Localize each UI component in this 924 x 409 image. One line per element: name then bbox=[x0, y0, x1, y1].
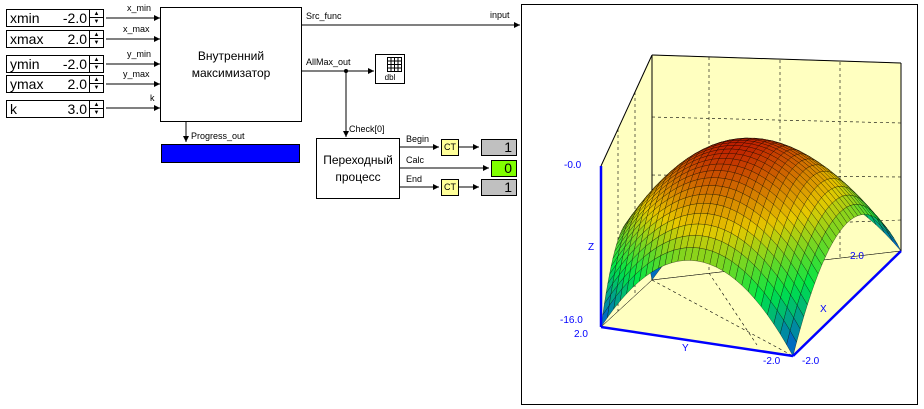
ymin-value[interactable]: -2.0 bbox=[62, 56, 87, 72]
x-near-label: -2.0 bbox=[802, 356, 820, 367]
input-label: input bbox=[490, 10, 510, 20]
spin-up-icon[interactable]: ▲ bbox=[90, 76, 103, 84]
end-port-label: End bbox=[406, 174, 423, 184]
spin-down-icon[interactable]: ▼ bbox=[93, 65, 100, 71]
src-func-label: Src_func bbox=[306, 11, 342, 21]
xmax-spinbox[interactable]: xmax 2.0 ▲ ▼ bbox=[6, 30, 104, 48]
xmax-spin-buttons: ▲ ▼ bbox=[89, 31, 103, 47]
xmin-spinbox[interactable]: xmin -2.0 ▲ ▼ bbox=[6, 9, 104, 27]
y-end-label: -2.0 bbox=[763, 356, 781, 367]
spin-down-icon[interactable]: ▼ bbox=[93, 110, 100, 116]
x-axis-label: X bbox=[820, 304, 827, 315]
z-max-label: -0.0 bbox=[564, 160, 582, 171]
port-label-x-min: x_min bbox=[127, 3, 152, 13]
dbl-label: dbl bbox=[384, 73, 396, 82]
k-label: k bbox=[10, 101, 17, 117]
xmin-label: xmin bbox=[10, 10, 40, 26]
maximizer-block[interactable]: Внутренний максимизатор bbox=[160, 7, 302, 122]
spin-down-icon[interactable]: ▼ bbox=[93, 40, 100, 46]
ymax-label: ymax bbox=[10, 76, 44, 92]
maximizer-title-line2: максимизатор bbox=[191, 65, 271, 80]
ymin-label: ymin bbox=[10, 56, 40, 72]
port-label-y-min: y_min bbox=[127, 49, 152, 59]
ymin-spinbox[interactable]: ymin -2.0 ▲ ▼ bbox=[6, 55, 104, 73]
check-label: Check[0] bbox=[349, 124, 385, 134]
port-label-k: k bbox=[150, 93, 155, 103]
calc-port-label: Calc bbox=[406, 155, 425, 165]
spin-up-icon[interactable]: ▲ bbox=[90, 10, 103, 18]
surface-plot-window[interactable]: -0.0 -16.0 Z 2.0 Y -2.0 -2.0 X 2.0 bbox=[521, 4, 918, 405]
transition-block[interactable]: Переходный процесс bbox=[316, 138, 400, 199]
spin-down-icon[interactable]: ▼ bbox=[93, 85, 100, 91]
z-min-label: -16.0 bbox=[560, 315, 583, 326]
plot-axes bbox=[599, 166, 902, 358]
xmax-value[interactable]: 2.0 bbox=[67, 31, 87, 47]
spin-up-icon[interactable]: ▲ bbox=[90, 56, 103, 64]
calc-value-display: 0 bbox=[491, 160, 517, 177]
port-label-y-max: y_max bbox=[123, 69, 150, 79]
junction-dot bbox=[344, 69, 348, 73]
transition-title-line1: Переходный bbox=[323, 152, 393, 167]
ymax-value[interactable]: 2.0 bbox=[67, 76, 87, 92]
ymax-spin-buttons: ▲ ▼ bbox=[89, 76, 103, 92]
dbl-table-block[interactable]: dbl bbox=[375, 54, 405, 84]
port-label-x-max: x_max bbox=[123, 24, 150, 34]
spin-up-icon[interactable]: ▲ bbox=[90, 101, 103, 109]
ymax-spinbox[interactable]: ymax 2.0 ▲ ▼ bbox=[6, 75, 104, 93]
y-axis-label: Y bbox=[682, 343, 689, 354]
z-axis-label: Z bbox=[588, 242, 595, 253]
box-edges bbox=[600, 54, 902, 280]
x-far-label: 2.0 bbox=[850, 251, 864, 262]
progress-bar-fill bbox=[162, 145, 299, 162]
spin-up-icon[interactable]: ▲ bbox=[90, 31, 103, 39]
k-value[interactable]: 3.0 bbox=[67, 101, 87, 117]
begin-ct-block[interactable]: CT bbox=[441, 139, 459, 156]
end-ct-block[interactable]: CT bbox=[441, 179, 459, 196]
surface-plot bbox=[599, 54, 902, 358]
end-value-display: 1 bbox=[481, 179, 517, 196]
spin-down-icon[interactable]: ▼ bbox=[93, 19, 100, 25]
xmin-spin-buttons: ▲ ▼ bbox=[89, 10, 103, 26]
progress-bar bbox=[161, 144, 300, 163]
allmax-out-label: AllMax_out bbox=[306, 57, 351, 67]
k-spinbox[interactable]: k 3.0 ▲ ▼ bbox=[6, 100, 104, 118]
xmax-label: xmax bbox=[10, 31, 44, 47]
surface-cell bbox=[786, 330, 797, 357]
progress-out-label: Progress_out bbox=[191, 131, 245, 141]
begin-port-label: Begin bbox=[406, 134, 430, 144]
k-spin-buttons: ▲ ▼ bbox=[89, 101, 103, 117]
table-grid-icon bbox=[387, 57, 402, 72]
begin-value-display: 1 bbox=[481, 139, 517, 156]
ymin-spin-buttons: ▲ ▼ bbox=[89, 56, 103, 72]
xmin-value[interactable]: -2.0 bbox=[62, 10, 87, 26]
y-start-label: 2.0 bbox=[574, 329, 588, 340]
maximizer-title-line1: Внутренний bbox=[197, 48, 265, 63]
transition-title-line2: процесс bbox=[335, 169, 381, 184]
surface-mesh bbox=[600, 137, 902, 357]
